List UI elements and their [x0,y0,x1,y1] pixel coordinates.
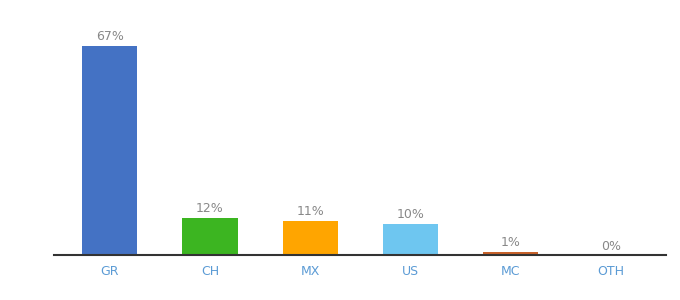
Bar [383,224,438,255]
Bar [283,221,338,255]
Text: 67%: 67% [96,31,124,44]
Bar [82,46,137,255]
Text: 11%: 11% [296,205,324,218]
Bar [182,218,237,255]
Text: 10%: 10% [396,208,424,221]
Text: 1%: 1% [501,236,521,249]
Text: 0%: 0% [601,239,621,253]
Bar [483,252,539,255]
Text: 12%: 12% [196,202,224,215]
